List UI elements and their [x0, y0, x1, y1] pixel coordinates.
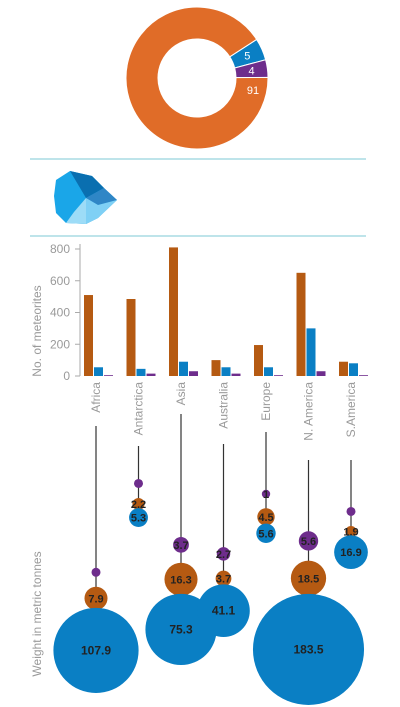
bubble-orange-antarctica: [132, 497, 145, 511]
bubble-orange-asia: [164, 562, 198, 596]
bubble-purple-samerica: [346, 506, 356, 516]
bubble-blue-label: 5.3: [131, 513, 146, 525]
bar-africa-2: [104, 375, 113, 376]
donut-label-4: 4: [248, 66, 254, 78]
bar-asia-0: [169, 247, 178, 376]
bubble-blue-samerica: [334, 535, 368, 570]
bar-antarctica-1: [136, 368, 146, 376]
bar-africa-0: [84, 295, 93, 376]
y-tick-label: 200: [50, 337, 70, 351]
category-label: N. America: [302, 382, 316, 441]
bubble-orange-label: 4.5: [258, 512, 273, 524]
bar-europe-1: [264, 367, 273, 376]
y-tick-label: 600: [50, 274, 70, 288]
bubble-blue-label: 75.3: [169, 622, 193, 636]
bubble-purple-asia: [173, 536, 189, 553]
bubble-orange-label: 1.9: [343, 527, 358, 539]
bar-namerica-0: [296, 272, 306, 376]
category-label: S.America: [344, 382, 358, 438]
bar-chart: 0 200 400 600 800 No. of meteorites Africa Anta…: [30, 242, 368, 441]
category-label: Australia: [217, 382, 231, 429]
bar-samerica-0: [339, 361, 348, 376]
bubble-orange-australia: [215, 570, 232, 587]
bubble-blue-label: 183.5: [293, 642, 323, 656]
meteorite-icon: [54, 171, 117, 224]
donut-label-5: 5: [244, 51, 250, 63]
bubble-blue-label: 107.9: [81, 643, 111, 657]
bubble-blue-africa: [53, 607, 139, 693]
y-tick-label: 0: [63, 369, 70, 383]
category-label: Europe: [259, 382, 273, 421]
bar-europe-0: [254, 345, 263, 376]
bubble-y-axis-title: Weight in metric tonnes: [30, 551, 44, 676]
bar-australia-0: [211, 360, 221, 376]
bubble-chart: Weight in metric tonnes 7.9 107.9 2.2 5.3 3.7…: [30, 414, 368, 705]
bar-australia-1: [221, 367, 231, 376]
bubble-blue-namerica: [252, 593, 365, 705]
bar-asia-2: [189, 371, 198, 376]
bubble-purple-australia: [216, 547, 231, 561]
bar-australia-2: [231, 373, 241, 376]
bubble-blue-antarctica: [129, 508, 148, 527]
bubble-orange-label: 3.7: [216, 574, 231, 586]
bubble-orange-label: 18.5: [298, 573, 319, 585]
donut-chart: 5 4 91: [125, 6, 269, 150]
bubble-purple-europe: [261, 489, 271, 499]
bubble-blue-label: 41.1: [212, 604, 236, 618]
bar-y-axis-title: No. of meteorites: [30, 285, 44, 376]
bubble-orange-label: 2.2: [131, 499, 146, 511]
bar-antarctica-0: [126, 299, 136, 376]
bar-samerica-1: [349, 363, 358, 376]
bar-namerica-2: [316, 371, 326, 376]
bubble-purple-africa: [91, 567, 101, 577]
donut-label-91: 91: [247, 85, 259, 97]
bubble-orange-africa: [84, 586, 108, 610]
bubble-orange-europe: [257, 508, 275, 526]
bar-africa-1: [94, 367, 103, 376]
bubble-purple-antarctica: [134, 478, 143, 488]
bubble-purple-namerica: [298, 531, 319, 551]
bar-europe-2: [274, 375, 283, 376]
bubble-purple-label: 5.6: [301, 536, 316, 548]
bubble-orange-namerica: [290, 560, 327, 596]
bar-namerica-1: [306, 328, 316, 376]
bar-antarctica-2: [146, 373, 156, 376]
category-label: Africa: [89, 382, 103, 413]
y-tick-label: 800: [50, 242, 70, 256]
category-label: Antarctica: [132, 382, 146, 436]
donut-slice-91: [125, 6, 269, 150]
bar-asia-1: [179, 361, 188, 376]
bubble-purple-label: 1: [263, 489, 269, 501]
bubble-orange-label: 16.3: [170, 574, 191, 586]
bubble-purple-label: 2.7: [216, 549, 231, 561]
bubble-orange-samerica: [345, 525, 357, 538]
bubble-blue-australia: [197, 584, 250, 637]
bar-samerica-2: [359, 375, 368, 376]
y-tick-label: 400: [50, 306, 70, 320]
bubble-purple-label: 3.7: [173, 540, 188, 552]
bubble-blue-europe: [256, 523, 276, 543]
bubble-blue-label: 5.6: [258, 528, 273, 540]
bubble-blue-label: 16.9: [340, 547, 361, 559]
bubble-orange-label: 7.9: [88, 593, 103, 605]
category-label: Asia: [174, 382, 188, 406]
